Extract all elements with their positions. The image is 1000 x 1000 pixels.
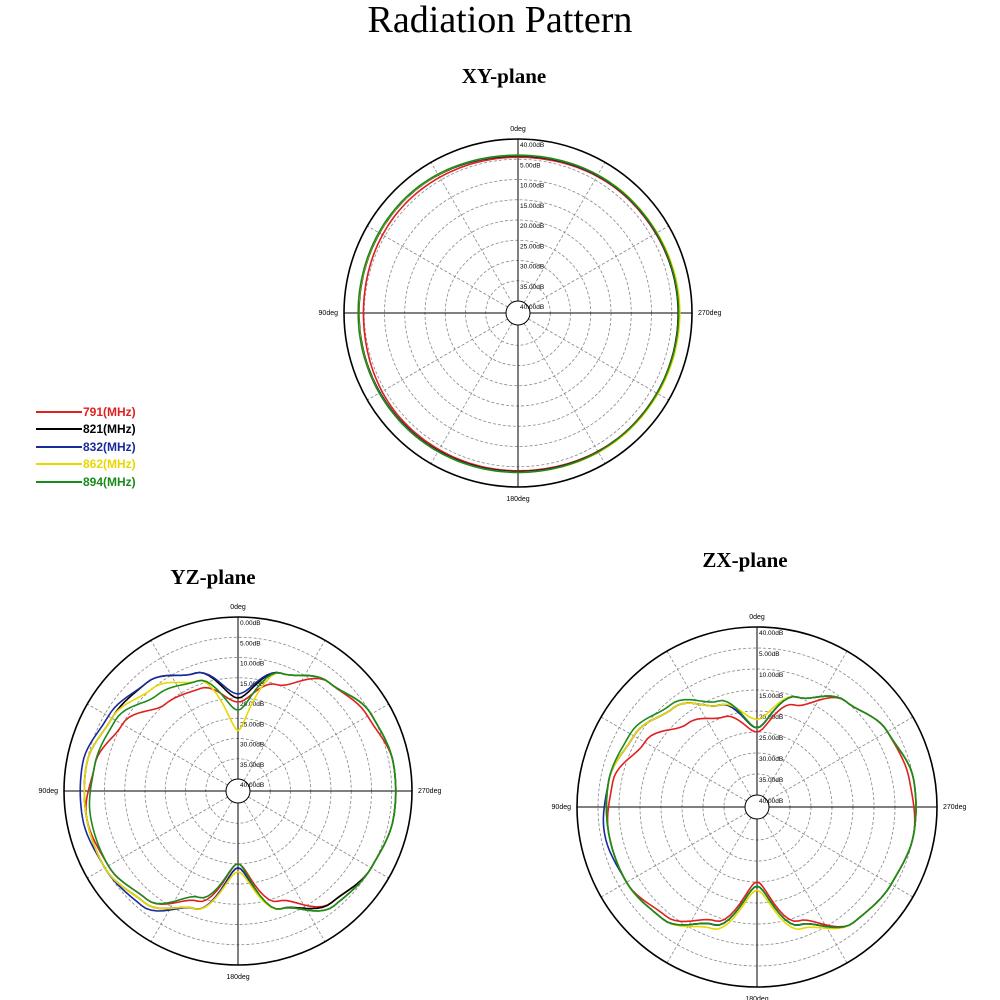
grid-spoke xyxy=(367,318,508,401)
radial-tick-label: 35.00dB xyxy=(759,777,783,784)
angle-label: 0deg xyxy=(749,614,765,621)
grid-spoke xyxy=(762,650,848,797)
grid-spoke xyxy=(528,225,669,308)
center-circle xyxy=(505,300,531,326)
center-circle xyxy=(744,794,770,820)
yz-plane-polar-chart: 0.00dB5.00dB10.00dB15.00dB20.00dB25.00dB… xyxy=(39,604,442,981)
series-trace-894mhz xyxy=(88,671,397,912)
grid-spoke xyxy=(767,812,914,898)
legend-label: 894(MHz) xyxy=(83,474,136,489)
angle-label: 0deg xyxy=(510,126,526,133)
angle-label: 270deg xyxy=(418,788,441,795)
grid-spoke xyxy=(523,162,606,303)
radial-tick-label: 0.00dB xyxy=(240,620,261,627)
grid-spoke xyxy=(150,801,233,942)
radial-tick-label: 20.00dB xyxy=(520,223,544,230)
radial-tick-label: 40.00dB xyxy=(520,304,544,311)
radial-tick-label: 20.00dB xyxy=(759,714,783,721)
radial-tick-label: 10.00dB xyxy=(520,183,544,190)
legend-swatch xyxy=(36,463,82,466)
radial-tick-label: 25.00dB xyxy=(759,735,783,742)
grid-spoke xyxy=(243,640,326,781)
yz-plane-title: YZ-plane xyxy=(170,565,256,589)
radial-tick-label: 30.00dB xyxy=(240,742,264,749)
grid-spoke xyxy=(600,812,747,898)
radial-tick-label: 15.00dB xyxy=(240,681,264,688)
radial-tick-label: 40.00dB xyxy=(759,798,783,805)
legend-swatch xyxy=(36,445,82,448)
grid-spoke xyxy=(666,650,752,797)
radial-tick-label: 15.00dB xyxy=(520,203,544,210)
angle-label: 180deg xyxy=(745,996,768,1000)
legend-label: 791(MHz) xyxy=(83,404,136,419)
angle-label: 180deg xyxy=(506,496,529,503)
outer-ring xyxy=(343,138,693,488)
legend-label: 821(MHz) xyxy=(83,422,136,437)
radial-tick-label: 10.00dB xyxy=(240,661,264,668)
grid-spoke xyxy=(523,323,606,464)
grid-spoke xyxy=(600,716,747,802)
series-trace-894mhz xyxy=(357,154,680,474)
angle-label: 90deg xyxy=(319,310,339,317)
legend-item: 821(MHz) xyxy=(36,421,166,439)
radial-tick-label: 5.00dB xyxy=(759,651,780,658)
angle-label: 180deg xyxy=(226,974,249,981)
center-circle xyxy=(225,778,251,804)
radial-tick-label: 30.00dB xyxy=(520,264,544,271)
zx-plane-title: ZX-plane xyxy=(702,548,788,572)
grid-spoke xyxy=(243,801,326,942)
legend-item: 832(MHz) xyxy=(36,438,166,456)
grid-spoke xyxy=(430,323,513,464)
legend-swatch xyxy=(36,410,82,413)
angle-label: 0deg xyxy=(230,604,246,611)
angle-label: 270deg xyxy=(698,310,721,317)
radial-tick-label: 10.00dB xyxy=(759,672,783,679)
radial-tick-label: 35.00dB xyxy=(520,284,544,291)
legend-item: 862(MHz) xyxy=(36,456,166,474)
series-trace-894mhz xyxy=(605,695,917,929)
grid-spoke xyxy=(367,225,508,308)
grid-spoke xyxy=(150,640,233,781)
legend-swatch xyxy=(36,428,82,431)
angle-label: 270deg xyxy=(943,804,966,811)
radial-tick-label: 5.00dB xyxy=(240,640,261,647)
grid-spoke xyxy=(666,817,752,964)
page-title: Radiation Pattern xyxy=(367,0,633,41)
radial-tick-label: 40.00dB xyxy=(520,142,544,149)
grid-spoke xyxy=(248,796,389,879)
grid-spoke xyxy=(528,318,669,401)
legend-label: 832(MHz) xyxy=(83,439,136,454)
grid-spoke xyxy=(87,703,228,786)
radial-tick-label: 25.00dB xyxy=(520,243,544,250)
radial-tick-label: 15.00dB xyxy=(759,693,783,700)
legend-swatch xyxy=(36,480,82,483)
outer-ring xyxy=(63,616,413,966)
xy-plane-title: XY-plane xyxy=(461,64,547,88)
radial-tick-label: 40.00dB xyxy=(240,782,264,789)
radial-tick-label: 35.00dB xyxy=(240,762,264,769)
angle-label: 90deg xyxy=(552,804,572,811)
radial-tick-label: 25.00dB xyxy=(240,721,264,728)
grid-spoke xyxy=(762,817,848,964)
zx-plane-polar-chart: 40.00dB 5.00dB 10.00dB 15.00dB 20.00dB 25.00d… xyxy=(552,614,967,1000)
grid-spoke xyxy=(430,162,513,303)
legend-item: 791(MHz) xyxy=(36,403,166,421)
grid-spoke xyxy=(87,796,228,879)
grid-spoke xyxy=(767,716,914,802)
xy-plane-polar-chart: 40.00dB 5.00dB 10.00dB 15.00dB 20.00dB 25.00d… xyxy=(319,126,722,503)
radial-tick-label: 30.00dB xyxy=(759,756,783,763)
grid-spoke xyxy=(248,703,389,786)
legend-label: 862(MHz) xyxy=(83,457,136,472)
outer-ring xyxy=(576,626,938,988)
radial-tick-label: 5.00dB xyxy=(520,162,541,169)
angle-label: 90deg xyxy=(39,788,59,795)
radial-tick-label: 40.00dB xyxy=(759,630,783,637)
legend-item: 894(MHz) xyxy=(36,473,166,491)
legend: 791(MHz) 821(MHz) 832(MHz) 862(MHz) 894(… xyxy=(36,403,166,491)
